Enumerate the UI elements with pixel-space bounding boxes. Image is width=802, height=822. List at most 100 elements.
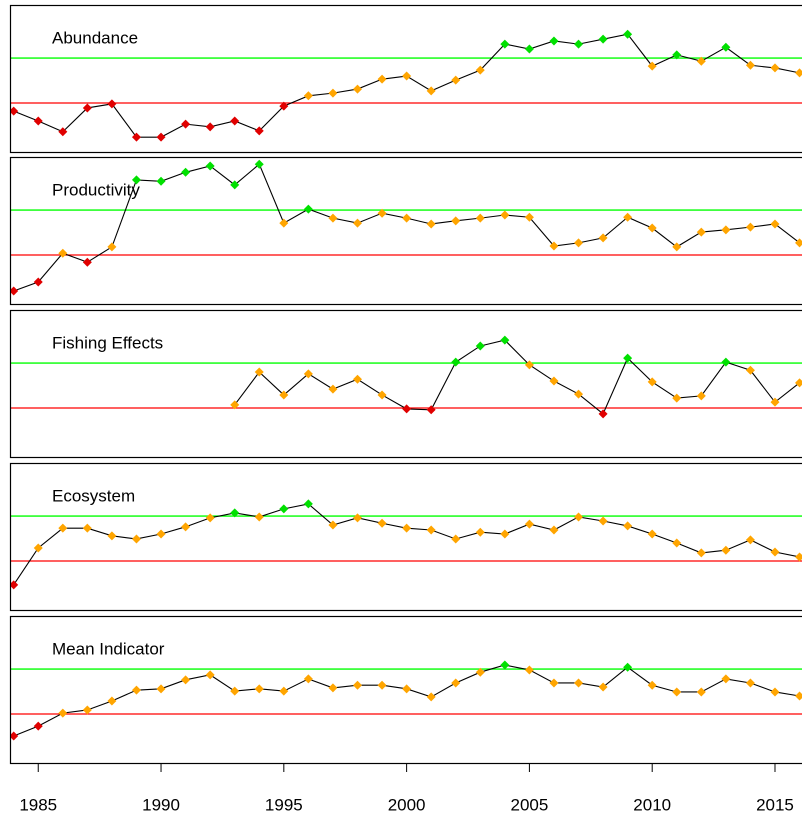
data-point bbox=[402, 213, 412, 223]
data-point bbox=[475, 667, 485, 677]
data-point bbox=[352, 513, 362, 523]
data-point bbox=[598, 682, 608, 692]
data-point bbox=[770, 687, 780, 697]
data-point bbox=[426, 692, 436, 702]
data-point bbox=[82, 705, 92, 715]
data-point bbox=[574, 512, 584, 522]
data-point bbox=[745, 678, 755, 688]
x-tick-label: 2010 bbox=[633, 795, 671, 814]
data-point bbox=[10, 106, 19, 116]
data-point bbox=[107, 242, 117, 252]
data-point bbox=[647, 680, 657, 690]
data-point bbox=[475, 213, 485, 223]
data-point bbox=[451, 678, 461, 688]
data-point bbox=[181, 675, 191, 685]
data-point bbox=[181, 522, 191, 532]
data-point bbox=[451, 75, 461, 85]
data-point bbox=[352, 218, 362, 228]
data-point bbox=[574, 678, 584, 688]
data-point bbox=[451, 534, 461, 544]
data-point bbox=[328, 213, 338, 223]
data-point bbox=[524, 360, 534, 370]
panel-frame bbox=[9, 156, 802, 306]
data-point bbox=[745, 60, 755, 70]
data-point bbox=[230, 116, 240, 126]
data-point bbox=[254, 126, 264, 136]
x-tick-label: 2005 bbox=[510, 795, 548, 814]
x-tick-label: 1995 bbox=[265, 795, 303, 814]
data-point bbox=[58, 127, 68, 137]
data-point bbox=[795, 238, 802, 248]
data-point bbox=[402, 523, 412, 533]
data-point bbox=[156, 684, 166, 694]
data-point bbox=[500, 335, 510, 345]
series-line bbox=[13, 33, 800, 138]
data-point bbox=[524, 665, 534, 675]
data-point bbox=[524, 44, 534, 54]
data-point bbox=[230, 508, 240, 518]
panel-title: Ecosystem bbox=[52, 486, 135, 505]
data-point bbox=[696, 687, 706, 697]
data-point bbox=[82, 523, 92, 533]
data-point bbox=[696, 548, 706, 558]
panel bbox=[10, 29, 802, 142]
data-point bbox=[623, 521, 633, 531]
data-point bbox=[672, 242, 682, 252]
data-point bbox=[303, 674, 313, 684]
data-point bbox=[770, 63, 780, 73]
data-point bbox=[107, 531, 117, 541]
data-point bbox=[107, 99, 117, 109]
panel-frame bbox=[9, 615, 802, 765]
data-point bbox=[475, 527, 485, 537]
data-point bbox=[672, 50, 682, 60]
data-point bbox=[328, 683, 338, 693]
data-point bbox=[303, 369, 313, 379]
data-point bbox=[549, 241, 559, 251]
data-point bbox=[279, 101, 289, 111]
data-point bbox=[303, 204, 313, 214]
data-point bbox=[574, 39, 584, 49]
data-point bbox=[500, 39, 510, 49]
data-point bbox=[721, 42, 731, 52]
data-point bbox=[107, 696, 117, 706]
data-point bbox=[426, 405, 436, 415]
data-point bbox=[82, 103, 92, 113]
panel-title: Mean Indicator bbox=[52, 639, 165, 658]
data-point bbox=[696, 391, 706, 401]
data-point bbox=[352, 680, 362, 690]
data-point bbox=[574, 238, 584, 248]
data-point bbox=[795, 691, 802, 701]
data-point bbox=[647, 529, 657, 539]
panel-title: Fishing Effects bbox=[52, 333, 163, 352]
data-point bbox=[451, 357, 461, 367]
x-tick-label: 2000 bbox=[388, 795, 426, 814]
data-point bbox=[33, 277, 43, 287]
data-point bbox=[303, 91, 313, 101]
data-point bbox=[279, 218, 289, 228]
data-point bbox=[352, 84, 362, 94]
data-point bbox=[770, 397, 780, 407]
data-point bbox=[279, 390, 289, 400]
data-point bbox=[377, 680, 387, 690]
data-point bbox=[426, 219, 436, 229]
panel bbox=[10, 499, 802, 590]
data-point bbox=[672, 687, 682, 697]
data-point bbox=[352, 374, 362, 384]
data-point bbox=[230, 686, 240, 696]
data-point bbox=[524, 519, 534, 529]
data-point bbox=[131, 685, 141, 695]
data-point bbox=[721, 674, 731, 684]
data-point bbox=[10, 580, 19, 590]
data-point bbox=[598, 233, 608, 243]
data-point bbox=[598, 34, 608, 44]
data-point bbox=[647, 223, 657, 233]
x-tick-label: 1985 bbox=[19, 795, 57, 814]
data-point bbox=[156, 529, 166, 539]
data-point bbox=[205, 122, 215, 132]
data-point bbox=[230, 180, 240, 190]
data-point bbox=[795, 552, 802, 562]
data-point bbox=[205, 513, 215, 523]
data-point bbox=[500, 210, 510, 220]
data-point bbox=[770, 219, 780, 229]
data-point bbox=[33, 721, 43, 731]
